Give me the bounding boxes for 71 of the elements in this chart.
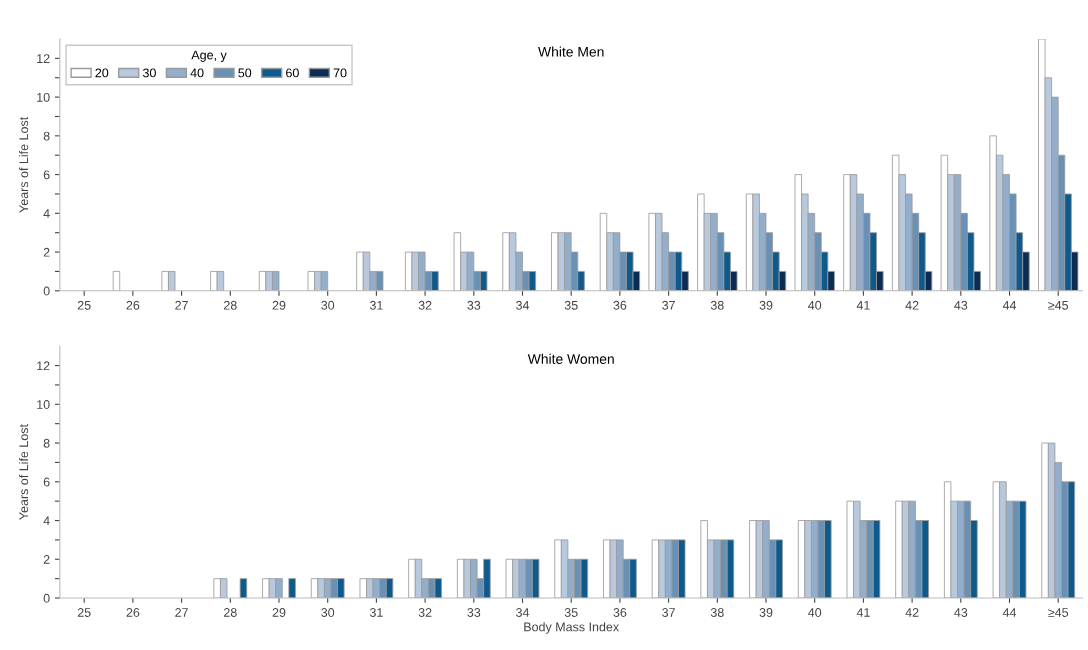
y-tick-label: 0 <box>43 286 50 296</box>
x-tick-label: 37 <box>662 300 675 310</box>
x-tick-label: 44 <box>1002 608 1017 617</box>
x-tick-label: 30 <box>321 608 335 617</box>
x-tick-label: 35 <box>564 300 578 310</box>
y-axis-title: Years of Life Lost <box>19 116 29 213</box>
x-tick-label: 33 <box>467 300 481 310</box>
y-tick-label: 6 <box>43 170 50 180</box>
y-tick-label: 4 <box>43 516 50 526</box>
x-tick-label: 41 <box>856 300 870 310</box>
y-tick-label: 12 <box>37 361 50 371</box>
x-tick-label: 38 <box>710 300 724 310</box>
legend-label: 20 <box>95 68 109 78</box>
y-tick-label: 4 <box>43 209 50 218</box>
x-tick-label: 32 <box>418 608 432 617</box>
x-tick-label: 34 <box>516 300 530 310</box>
y-tick-label: 0 <box>43 593 50 603</box>
bar <box>112 271 121 291</box>
legend-label: 50 <box>238 68 252 78</box>
x-tick-label: 28 <box>223 608 237 617</box>
x-tick-label: 26 <box>126 608 140 617</box>
x-tick-label: 44 <box>1002 300 1017 310</box>
x-tick-label: 34 <box>516 608 530 617</box>
x-tick-label: 25 <box>77 608 91 617</box>
x-tick-label: 25 <box>77 300 91 310</box>
x-tick-label: 29 <box>272 608 286 617</box>
y-axis-title: Years of Life Lost <box>19 424 29 520</box>
x-tick-label: 43 <box>954 608 968 617</box>
x-tick-label: 36 <box>613 608 627 617</box>
x-tick-label: 42 <box>905 608 919 617</box>
bar <box>288 578 296 598</box>
x-tick-label: 30 <box>321 300 335 310</box>
x-tick-label: 26 <box>126 300 140 310</box>
y-tick-label: 2 <box>43 555 50 564</box>
y-tick-label: 8 <box>43 438 50 448</box>
chart-title: White Men <box>538 46 604 57</box>
x-tick-label: 27 <box>175 608 188 617</box>
y-tick-label: 2 <box>43 247 50 257</box>
legend-title: Age, y <box>191 50 227 62</box>
legend-label: 30 <box>142 68 156 78</box>
x-tick-label: 28 <box>223 300 237 310</box>
y-tick-label: 6 <box>43 477 50 487</box>
y-tick-label: 10 <box>37 92 50 102</box>
x-tick-label: 40 <box>808 608 822 617</box>
bar <box>239 578 248 598</box>
x-tick-label: 33 <box>467 608 481 617</box>
x-axis-title: Body Mass Index <box>524 622 620 634</box>
x-tick-label: 29 <box>272 300 286 310</box>
x-tick-label: 37 <box>662 608 675 617</box>
x-tick-label: 35 <box>564 608 578 617</box>
x-tick-label: 41 <box>856 608 870 617</box>
x-tick-label: ≥45 <box>1048 300 1069 310</box>
x-tick-label: 38 <box>710 608 724 617</box>
x-tick-label: ≥45 <box>1048 608 1069 617</box>
chart-title: White Women <box>527 353 614 364</box>
x-tick-label: 42 <box>905 300 919 310</box>
y-tick-label: 12 <box>37 54 50 63</box>
x-tick-label: 27 <box>175 300 188 310</box>
x-tick-label: 36 <box>613 300 627 310</box>
legend-label: 70 <box>333 68 347 78</box>
x-tick-label: 39 <box>759 608 773 617</box>
legend-label: 60 <box>286 68 299 78</box>
x-tick-label: 32 <box>418 300 432 310</box>
x-tick-label: 31 <box>369 300 383 310</box>
legend-label: 40 <box>190 68 204 78</box>
x-tick-label: 39 <box>759 300 773 310</box>
x-tick-label: 40 <box>808 300 822 310</box>
y-tick-label: 10 <box>37 400 50 409</box>
x-tick-label: 31 <box>369 608 383 617</box>
y-tick-label: 8 <box>43 131 50 141</box>
x-tick-label: 43 <box>954 300 968 310</box>
